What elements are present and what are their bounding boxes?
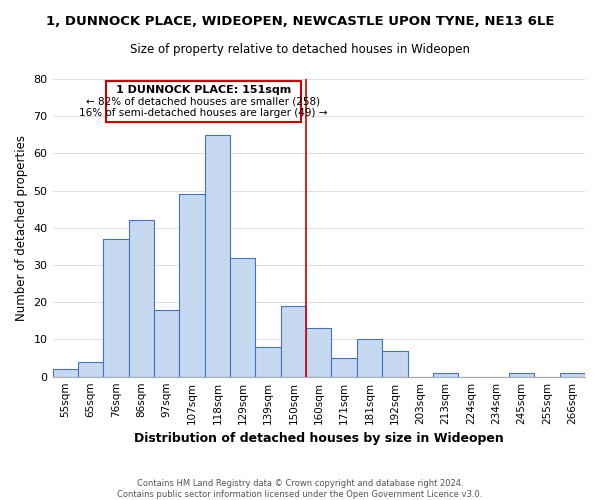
Bar bbox=[560, 373, 585, 376]
Text: 1, DUNNOCK PLACE, WIDEOPEN, NEWCASTLE UPON TYNE, NE13 6LE: 1, DUNNOCK PLACE, WIDEOPEN, NEWCASTLE UP… bbox=[46, 15, 554, 28]
Bar bbox=[509, 373, 534, 376]
Bar bbox=[382, 350, 407, 376]
Bar bbox=[128, 220, 154, 376]
Bar bbox=[230, 258, 256, 376]
Bar bbox=[179, 194, 205, 376]
Bar bbox=[205, 135, 230, 376]
Text: Size of property relative to detached houses in Wideopen: Size of property relative to detached ho… bbox=[130, 42, 470, 56]
Text: Contains HM Land Registry data © Crown copyright and database right 2024.: Contains HM Land Registry data © Crown c… bbox=[137, 478, 463, 488]
Bar bbox=[78, 362, 103, 376]
X-axis label: Distribution of detached houses by size in Wideopen: Distribution of detached houses by size … bbox=[134, 432, 503, 445]
FancyBboxPatch shape bbox=[106, 81, 301, 122]
Text: 16% of semi-detached houses are larger (49) →: 16% of semi-detached houses are larger (… bbox=[79, 108, 328, 118]
Bar bbox=[433, 373, 458, 376]
Text: 1 DUNNOCK PLACE: 151sqm: 1 DUNNOCK PLACE: 151sqm bbox=[116, 84, 291, 94]
Bar bbox=[256, 347, 281, 376]
Text: ← 82% of detached houses are smaller (258): ← 82% of detached houses are smaller (25… bbox=[86, 96, 320, 106]
Text: Contains public sector information licensed under the Open Government Licence v3: Contains public sector information licen… bbox=[118, 490, 482, 499]
Y-axis label: Number of detached properties: Number of detached properties bbox=[15, 135, 28, 321]
Bar bbox=[357, 340, 382, 376]
Bar bbox=[306, 328, 331, 376]
Bar bbox=[281, 306, 306, 376]
Bar bbox=[331, 358, 357, 376]
Bar bbox=[154, 310, 179, 376]
Bar bbox=[53, 369, 78, 376]
Bar bbox=[103, 239, 128, 376]
